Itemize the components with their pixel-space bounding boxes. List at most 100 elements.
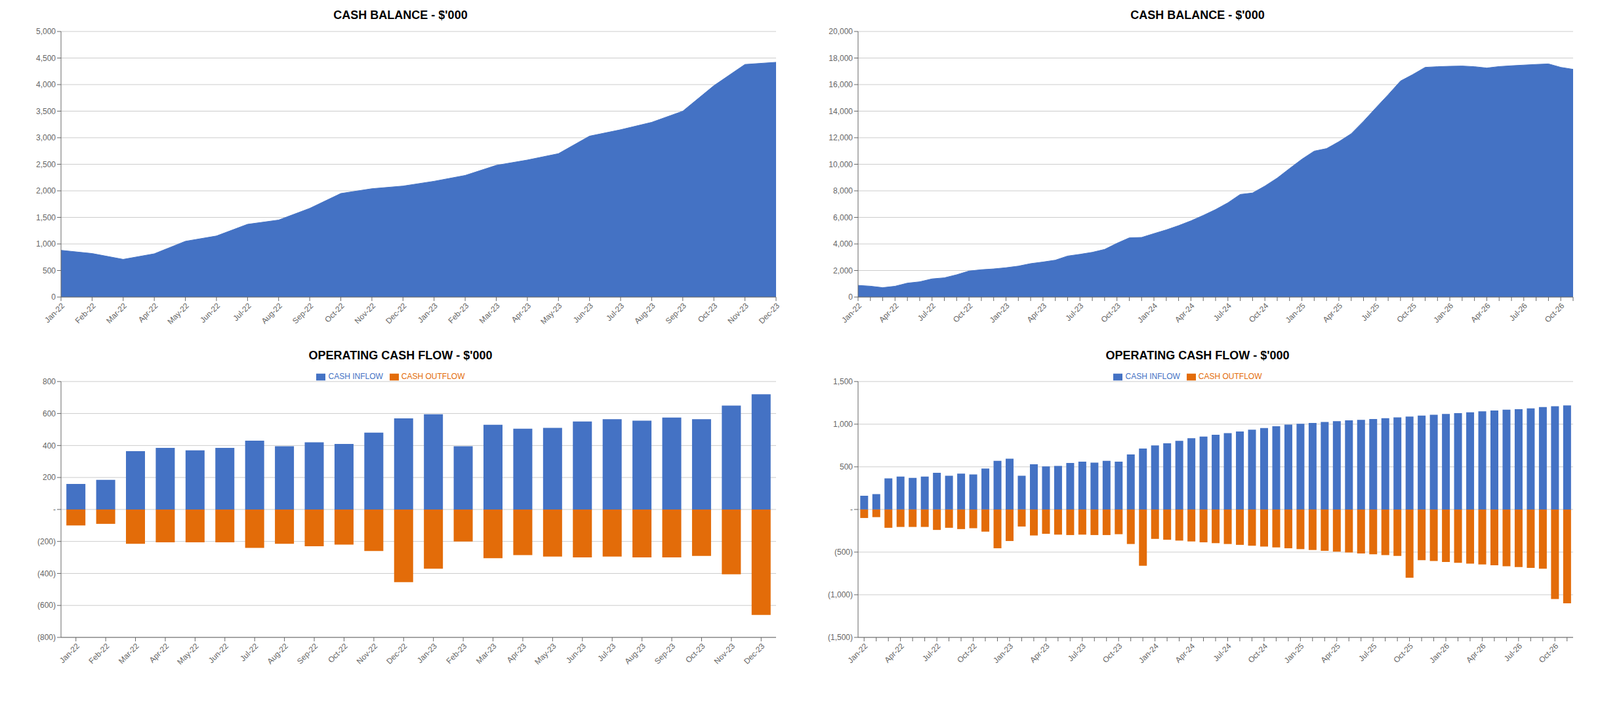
svg-text:Apr-23: Apr-23 — [505, 641, 529, 666]
svg-text:Jan-22: Jan-22 — [57, 641, 82, 666]
svg-text:600: 600 — [42, 409, 56, 419]
svg-text:1,000: 1,000 — [833, 419, 853, 430]
svg-text:Jul-26: Jul-26 — [1507, 301, 1530, 323]
svg-text:12,000: 12,000 — [828, 133, 853, 143]
svg-text:Oct-22: Oct-22 — [326, 641, 350, 666]
svg-text:Sep-23: Sep-23 — [663, 301, 689, 326]
svg-text:Sep-23: Sep-23 — [652, 641, 677, 666]
svg-text:0: 0 — [51, 292, 56, 302]
svg-text:Jul-23: Jul-23 — [1066, 641, 1088, 664]
svg-text:(600): (600) — [37, 600, 56, 611]
svg-text:16,000: 16,000 — [828, 80, 853, 90]
svg-text:Jan-22: Jan-22 — [839, 301, 864, 325]
svg-text:Jan-23: Jan-23 — [415, 301, 440, 325]
svg-text:-: - — [850, 505, 853, 515]
svg-text:Nov-22: Nov-22 — [352, 301, 378, 326]
svg-text:4,000: 4,000 — [36, 80, 56, 90]
svg-text:Oct-25: Oct-25 — [1391, 641, 1416, 666]
svg-text:(1,500): (1,500) — [827, 633, 853, 643]
svg-text:Jan-23: Jan-23 — [991, 641, 1015, 666]
svg-text:Oct-26: Oct-26 — [1542, 301, 1567, 325]
svg-text:Apr-23: Apr-23 — [1025, 301, 1049, 325]
svg-text:14,000: 14,000 — [828, 106, 853, 117]
svg-text:Nov-22: Nov-22 — [354, 641, 380, 666]
svg-text:Apr-23: Apr-23 — [509, 301, 534, 325]
svg-text:20,000: 20,000 — [828, 26, 853, 37]
svg-text:Apr-25: Apr-25 — [1321, 301, 1345, 325]
svg-text:(400): (400) — [37, 569, 56, 579]
svg-text:Jan-26: Jan-26 — [1431, 301, 1456, 325]
svg-text:Jan-25: Jan-25 — [1283, 301, 1308, 325]
svg-text:Dec-23: Dec-23 — [741, 641, 767, 666]
svg-text:3,500: 3,500 — [36, 106, 56, 117]
svg-text:4,000: 4,000 — [833, 239, 853, 249]
svg-text:Apr-23: Apr-23 — [1027, 641, 1052, 666]
svg-text:(200): (200) — [37, 537, 56, 547]
svg-text:Sep-22: Sep-22 — [290, 301, 315, 326]
svg-text:Apr-26: Apr-26 — [1464, 641, 1488, 666]
svg-text:Nov-23: Nov-23 — [712, 641, 737, 666]
svg-text:1,500: 1,500 — [36, 213, 56, 223]
svg-text:200: 200 — [42, 472, 56, 483]
svg-text:Apr-24: Apr-24 — [1172, 301, 1197, 325]
svg-text:Jul-22: Jul-22 — [915, 301, 938, 323]
svg-text:Feb-22: Feb-22 — [73, 301, 98, 326]
svg-text:18,000: 18,000 — [828, 53, 853, 63]
svg-text:Oct-24: Oct-24 — [1247, 301, 1271, 325]
svg-text:Oct-22: Oct-22 — [951, 301, 975, 325]
svg-text:Jul-26: Jul-26 — [1502, 641, 1524, 664]
svg-text:Feb-22: Feb-22 — [86, 641, 111, 666]
svg-text:5,000: 5,000 — [36, 26, 56, 37]
svg-text:Oct-24: Oct-24 — [1246, 641, 1271, 666]
svg-text:Oct-26: Oct-26 — [1537, 641, 1561, 666]
svg-text:Oct-23: Oct-23 — [1100, 641, 1125, 666]
svg-text:Apr-22: Apr-22 — [877, 301, 901, 325]
svg-text:Mar-23: Mar-23 — [474, 641, 499, 666]
svg-text:Jul-25: Jul-25 — [1359, 301, 1381, 323]
svg-text:1,000: 1,000 — [36, 239, 56, 249]
svg-text:Apr-22: Apr-22 — [136, 301, 161, 325]
svg-text:Jan-22: Jan-22 — [846, 641, 870, 666]
svg-text:2,000: 2,000 — [833, 266, 853, 276]
svg-text:0: 0 — [848, 292, 853, 302]
svg-text:6,000: 6,000 — [833, 213, 853, 223]
svg-text:Jul-23: Jul-23 — [604, 301, 626, 323]
svg-text:Aug-22: Aug-22 — [265, 641, 290, 666]
svg-text:Oct-25: Oct-25 — [1394, 301, 1419, 325]
svg-text:1,500: 1,500 — [833, 377, 853, 387]
svg-text:Dec-22: Dec-22 — [383, 301, 409, 326]
svg-text:3,000: 3,000 — [36, 133, 56, 143]
svg-text:Jan-23: Jan-23 — [987, 301, 1012, 325]
svg-text:(500): (500) — [834, 547, 853, 557]
svg-text:(1,000): (1,000) — [827, 590, 853, 600]
svg-text:Dec-22: Dec-22 — [384, 641, 409, 666]
svg-text:May-23: May-23 — [538, 301, 564, 327]
svg-text:8,000: 8,000 — [833, 186, 853, 196]
svg-text:2,500: 2,500 — [36, 160, 56, 170]
svg-text:Jun-22: Jun-22 — [206, 641, 231, 666]
svg-text:Jul-22: Jul-22 — [920, 641, 943, 664]
svg-text:400: 400 — [42, 441, 56, 451]
svg-text:May-22: May-22 — [175, 641, 201, 667]
svg-text:Feb-23: Feb-23 — [446, 301, 471, 326]
svg-text:Jul-24: Jul-24 — [1211, 301, 1234, 323]
svg-text:Jan-25: Jan-25 — [1282, 641, 1307, 666]
svg-text:Apr-24: Apr-24 — [1173, 641, 1198, 666]
svg-text:Jan-24: Jan-24 — [1136, 641, 1161, 666]
svg-text:(800): (800) — [37, 633, 56, 643]
svg-text:Apr-22: Apr-22 — [147, 641, 172, 666]
svg-text:Nov-23: Nov-23 — [725, 301, 750, 326]
svg-text:Jan-23: Jan-23 — [415, 641, 439, 666]
svg-text:Aug-23: Aug-23 — [623, 641, 648, 666]
svg-text:2,000: 2,000 — [36, 186, 56, 196]
svg-text:Oct-23: Oct-23 — [696, 301, 720, 325]
svg-text:Jul-23: Jul-23 — [595, 641, 618, 664]
svg-text:Jan-26: Jan-26 — [1427, 641, 1452, 666]
svg-text:Mar-23: Mar-23 — [477, 301, 502, 326]
svg-text:Feb-23: Feb-23 — [444, 641, 469, 666]
svg-text:May-22: May-22 — [165, 301, 191, 327]
svg-text:Jul-24: Jul-24 — [1211, 641, 1234, 664]
svg-text:Aug-23: Aug-23 — [632, 301, 657, 326]
svg-text:Jun-23: Jun-23 — [564, 641, 588, 666]
svg-text:Jul-25: Jul-25 — [1356, 641, 1379, 664]
